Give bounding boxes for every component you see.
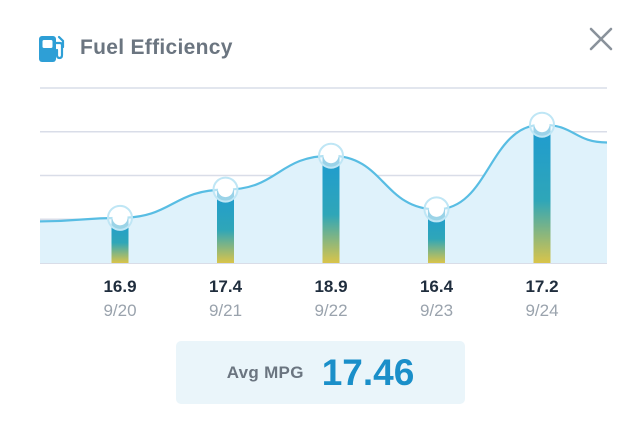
value-label: 17.2	[525, 277, 558, 296]
bar-9/24	[533, 124, 551, 264]
fuel-chart: 16.9 9/20 17.4 9/21 18.9 9/22 16.4 9/23 17.2 9/24	[39, 87, 608, 320]
data-point[interactable]	[534, 117, 550, 133]
date-label: 9/22	[314, 301, 347, 320]
page-title: Fuel Efficiency	[80, 36, 233, 59]
data-point[interactable]	[218, 182, 233, 198]
data-point[interactable]	[429, 201, 444, 217]
bar-9/23	[428, 209, 445, 263]
close-icon[interactable]	[588, 26, 614, 52]
bar-9/21	[217, 189, 234, 263]
data-point[interactable]	[112, 210, 128, 226]
avg-mpg-value: 17.46	[321, 351, 415, 393]
avg-mpg-box: Avg MPG 17.46	[176, 341, 465, 404]
value-label: 18.9	[314, 277, 347, 296]
date-label: 9/20	[103, 301, 136, 320]
avg-mpg-label: Avg MPG	[226, 362, 304, 382]
bar-9/22	[322, 155, 340, 263]
value-label: 17.4	[209, 277, 243, 296]
fuel-pump-icon	[39, 35, 65, 62]
date-label: 9/21	[209, 301, 242, 320]
header: Fuel Efficiency	[38, 32, 233, 64]
value-label: 16.4	[420, 277, 454, 296]
date-label: 9/24	[525, 301, 558, 320]
value-label: 16.9	[103, 277, 136, 296]
data-point[interactable]	[323, 148, 339, 164]
date-label: 9/23	[420, 301, 453, 320]
